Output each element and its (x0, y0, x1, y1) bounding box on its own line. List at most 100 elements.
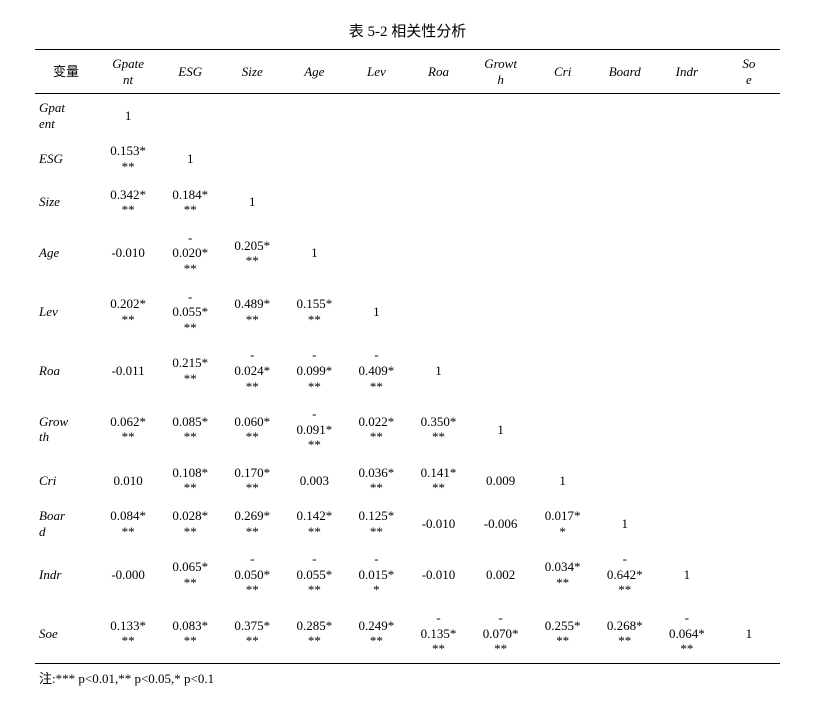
rowvar-age: Age (35, 224, 97, 283)
cell-age-esg: -0.020*** (159, 224, 221, 283)
cell-growth-board (594, 400, 656, 459)
table-row: Roa-0.0110.215***-0.024***-0.099***-0.40… (35, 341, 780, 400)
header-cri: Cri (532, 50, 594, 94)
cell-esg-indr (656, 137, 718, 180)
header-size: Size (221, 50, 283, 94)
cell-soe-size: 0.375*** (221, 604, 283, 663)
cell-growth-indr (656, 400, 718, 459)
cell-gpatent-esg (159, 94, 221, 138)
cell-size-growth (470, 181, 532, 224)
cell-board-esg: 0.028*** (159, 502, 221, 545)
cell-gpatent-growth (470, 94, 532, 138)
cell-soe-growth: -0.070*** (470, 604, 532, 663)
cell-gpatent-gpatent: 1 (97, 94, 159, 138)
table-body: Gpatent1ESG0.153***1Size0.342***0.184***… (35, 94, 780, 664)
cell-indr-board: -0.642*** (594, 545, 656, 604)
header-growth: Growth (470, 50, 532, 94)
cell-esg-age (283, 137, 345, 180)
header-indr: Indr (656, 50, 718, 94)
cell-lev-age: 0.155*** (283, 283, 345, 342)
cell-indr-lev: -0.015** (345, 545, 407, 604)
cell-soe-cri: 0.255*** (532, 604, 594, 663)
cell-lev-gpatent: 0.202*** (97, 283, 159, 342)
cell-roa-growth (470, 341, 532, 400)
table-row: Indr-0.0000.065***-0.050***-0.055***-0.0… (35, 545, 780, 604)
table-row: Growth0.062***0.085***0.060***-0.091***0… (35, 400, 780, 459)
table-row: ESG0.153***1 (35, 137, 780, 180)
cell-roa-age: -0.099*** (283, 341, 345, 400)
cell-size-indr (656, 181, 718, 224)
cell-soe-gpatent: 0.133*** (97, 604, 159, 663)
cell-gpatent-cri (532, 94, 594, 138)
cell-board-indr (656, 502, 718, 545)
cell-lev-size: 0.489*** (221, 283, 283, 342)
cell-esg-soe (718, 137, 780, 180)
rowvar-growth: Growth (35, 400, 97, 459)
table-row: Cri0.0100.108***0.170***0.0030.036***0.1… (35, 459, 780, 502)
cell-age-soe (718, 224, 780, 283)
cell-growth-gpatent: 0.062*** (97, 400, 159, 459)
cell-roa-esg: 0.215*** (159, 341, 221, 400)
cell-cri-board (594, 459, 656, 502)
rowvar-esg: ESG (35, 137, 97, 180)
header-gpatent: Gpatent (97, 50, 159, 94)
cell-indr-soe (718, 545, 780, 604)
cell-cri-cri: 1 (532, 459, 594, 502)
cell-gpatent-lev (345, 94, 407, 138)
cell-roa-size: -0.024*** (221, 341, 283, 400)
cell-board-soe (718, 502, 780, 545)
cell-cri-esg: 0.108*** (159, 459, 221, 502)
rowvar-lev: Lev (35, 283, 97, 342)
cell-lev-roa (407, 283, 469, 342)
cell-board-board: 1 (594, 502, 656, 545)
rowvar-size: Size (35, 181, 97, 224)
table-row: Size0.342***0.184***1 (35, 181, 780, 224)
cell-age-age: 1 (283, 224, 345, 283)
cell-age-board (594, 224, 656, 283)
table-row: Age-0.010-0.020***0.205***1 (35, 224, 780, 283)
cell-gpatent-soe (718, 94, 780, 138)
cell-age-growth (470, 224, 532, 283)
cell-roa-indr (656, 341, 718, 400)
cell-gpatent-roa (407, 94, 469, 138)
header-board: Board (594, 50, 656, 94)
cell-size-board (594, 181, 656, 224)
cell-soe-roa: -0.135*** (407, 604, 469, 663)
cell-esg-esg: 1 (159, 137, 221, 180)
cell-age-roa (407, 224, 469, 283)
cell-roa-soe (718, 341, 780, 400)
table-row: Gpatent1 (35, 94, 780, 138)
cell-age-gpatent: -0.010 (97, 224, 159, 283)
cell-growth-soe (718, 400, 780, 459)
cell-roa-lev: -0.409*** (345, 341, 407, 400)
cell-cri-indr (656, 459, 718, 502)
cell-gpatent-size (221, 94, 283, 138)
cell-age-size: 0.205*** (221, 224, 283, 283)
cell-growth-esg: 0.085*** (159, 400, 221, 459)
cell-esg-gpatent: 0.153*** (97, 137, 159, 180)
cell-age-indr (656, 224, 718, 283)
cell-indr-gpatent: -0.000 (97, 545, 159, 604)
cell-lev-soe (718, 283, 780, 342)
header-row: 变量GpatentESGSizeAgeLevRoaGrowthCriBoardI… (35, 50, 780, 94)
cell-size-roa (407, 181, 469, 224)
rowvar-cri: Cri (35, 459, 97, 502)
table-row: Soe0.133***0.083***0.375***0.285***0.249… (35, 604, 780, 663)
cell-lev-growth (470, 283, 532, 342)
header-esg: ESG (159, 50, 221, 94)
cell-board-lev: 0.125*** (345, 502, 407, 545)
cell-cri-age: 0.003 (283, 459, 345, 502)
rowvar-board: Board (35, 502, 97, 545)
cell-esg-lev (345, 137, 407, 180)
cell-board-growth: -0.006 (470, 502, 532, 545)
cell-size-esg: 0.184*** (159, 181, 221, 224)
rowvar-roa: Roa (35, 341, 97, 400)
cell-growth-cri (532, 400, 594, 459)
cell-gpatent-age (283, 94, 345, 138)
cell-indr-age: -0.055*** (283, 545, 345, 604)
cell-size-gpatent: 0.342*** (97, 181, 159, 224)
cell-growth-lev: 0.022*** (345, 400, 407, 459)
cell-gpatent-board (594, 94, 656, 138)
cell-size-age (283, 181, 345, 224)
header-age: Age (283, 50, 345, 94)
